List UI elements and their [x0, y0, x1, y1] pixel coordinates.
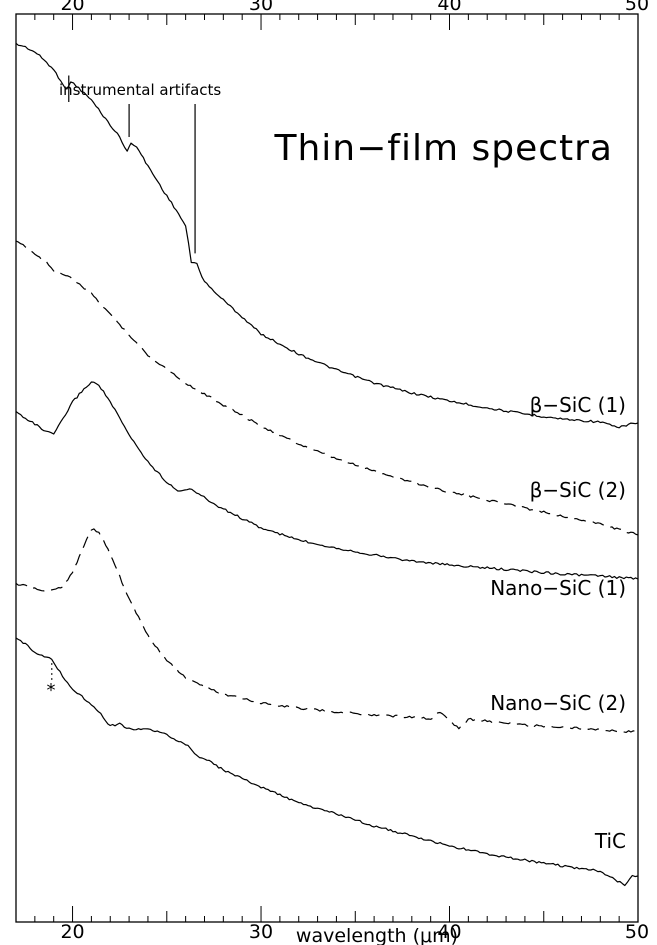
series-label-tic: TiC [594, 829, 626, 853]
tick-marks [15, 14, 639, 922]
series-label-nano-sic-2: Nano−SiC (2) [490, 691, 626, 715]
series-label-beta-sic-1: β−SiC (1) [530, 393, 626, 417]
x-tick-label-top: 50 [625, 0, 649, 15]
spectra-traces [15, 42, 639, 887]
x-tick-label-top: 30 [249, 0, 273, 15]
tick-labels: 20 20 30 30 40 40 50 50 [60, 0, 649, 943]
series-line [15, 42, 639, 429]
plot-frame [15, 13, 639, 923]
x-tick-label-top: 40 [437, 0, 461, 15]
annotation-markers [51, 75, 196, 680]
series-line [15, 528, 639, 733]
x-tick-label-bottom: 40 [437, 921, 461, 943]
x-tick-label-top: 20 [60, 0, 84, 15]
x-tick-label-bottom: 50 [625, 921, 649, 943]
series-line [15, 240, 639, 536]
series-label-beta-sic-2: β−SiC (2) [530, 478, 626, 502]
x-axis-title: wavelength (μm) [296, 925, 458, 945]
chart-title: Thin−film spectra [273, 128, 613, 169]
annotation-instrumental-artifacts: instrumental artifacts [59, 81, 221, 99]
x-tick-label-bottom: 30 [249, 921, 273, 943]
annotation-asterisk: * [47, 680, 56, 701]
series-label-nano-sic-1: Nano−SiC (1) [490, 576, 626, 600]
series-line [15, 637, 639, 887]
series-line [15, 381, 639, 580]
x-tick-label-bottom: 20 [60, 921, 84, 943]
